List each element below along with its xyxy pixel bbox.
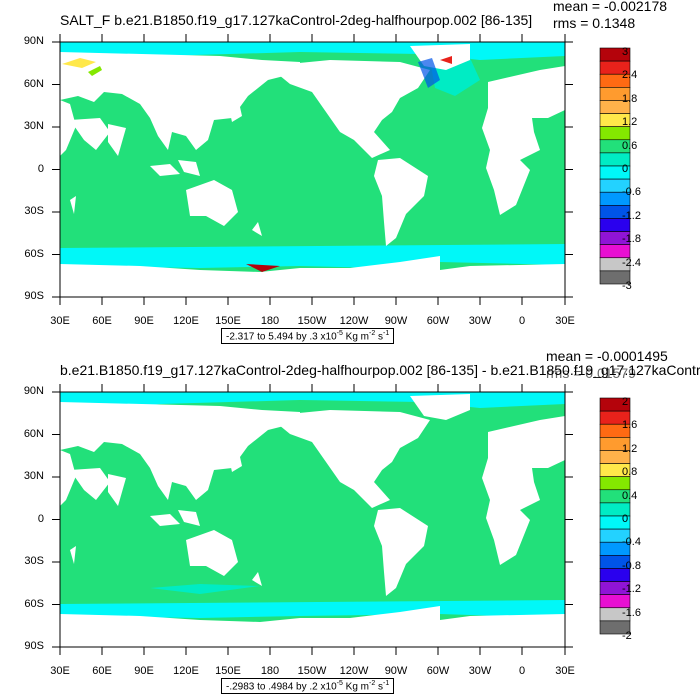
range-text: -.2983 to .4984 by .2 x10 bbox=[226, 681, 337, 693]
panel-salt-flux: SALT_F b.e21.B1850.f19_g17.127kaControl-… bbox=[23, 0, 668, 345]
lon-label: 150E bbox=[215, 315, 241, 327]
panel2-map bbox=[52, 384, 631, 655]
lon-label: 120E bbox=[173, 665, 199, 677]
lat-label: 90S bbox=[24, 640, 44, 652]
lon-label: 180 bbox=[260, 315, 280, 327]
panel2-rms: rms = 0.01579 bbox=[546, 365, 636, 381]
lon-label: 60E bbox=[92, 315, 112, 327]
colorbar-label: -1.2 bbox=[622, 210, 641, 222]
units-s: s bbox=[375, 681, 384, 693]
panel2-colorbar bbox=[599, 397, 631, 635]
range-units: Kg m bbox=[342, 681, 369, 693]
colorbar-label: -2.4 bbox=[622, 257, 641, 269]
panel1-range-box: -2.317 to 5.494 by .3 x10-5 Kg m-2 s-1 bbox=[221, 328, 395, 345]
lon-label: 90W bbox=[384, 665, 408, 677]
colorbar-label: 0 bbox=[622, 513, 629, 525]
lon-label: 120W bbox=[339, 665, 369, 677]
colorbar-label: -1.6 bbox=[622, 607, 641, 619]
lat-label: 30N bbox=[23, 470, 44, 482]
lon-label: 90E bbox=[134, 315, 154, 327]
colorbar-label: 1.6 bbox=[622, 419, 638, 431]
lat-label: 90N bbox=[23, 385, 44, 397]
range-exp: -5 bbox=[336, 680, 343, 687]
lon-label: 150W bbox=[297, 315, 327, 327]
colorbar-label: -1.8 bbox=[622, 233, 641, 245]
lat-label: 60S bbox=[24, 598, 44, 610]
colorbar-label: 3 bbox=[622, 46, 629, 58]
lon-label: 60E bbox=[92, 665, 112, 677]
colorbar-label: 1.8 bbox=[622, 93, 638, 105]
colorbar-label: -1.2 bbox=[622, 583, 641, 595]
panel1-rms: rms = 0.1348 bbox=[553, 15, 636, 31]
colorbar-swatch bbox=[599, 594, 631, 609]
lon-label: 150W bbox=[297, 665, 327, 677]
lon-label: 120W bbox=[339, 315, 369, 327]
panel1-ticks bbox=[52, 34, 573, 305]
colorbar-label: 0.6 bbox=[622, 140, 638, 152]
panel2-title: b.e21.B1850.f19_g17.127kaControl-2deg-ha… bbox=[60, 362, 700, 378]
lat-label: 60N bbox=[23, 428, 44, 440]
range-text: -2.317 to 5.494 by .3 x10 bbox=[226, 331, 337, 343]
colorbar-label: 0.4 bbox=[622, 490, 638, 502]
colorbar-label: 2.4 bbox=[622, 69, 638, 81]
colorbar-swatch bbox=[599, 476, 631, 491]
lon-label: 60W bbox=[426, 665, 450, 677]
colorbar-label: -0.8 bbox=[622, 560, 641, 572]
lat-label: 90N bbox=[23, 35, 44, 47]
colorbar-label: 0 bbox=[622, 163, 629, 175]
units-s: s bbox=[375, 331, 384, 343]
lon-label: 30E bbox=[555, 665, 575, 677]
lon-label: 60W bbox=[426, 315, 450, 327]
colorbar-label: -2 bbox=[622, 630, 632, 642]
colorbar-swatch bbox=[599, 620, 631, 635]
land-masses bbox=[60, 44, 565, 297]
colorbar-swatch bbox=[599, 244, 631, 259]
panel1-mean: mean = -0.002178 bbox=[553, 0, 668, 14]
lat-label: 30N bbox=[23, 120, 44, 132]
units-exp: -1 bbox=[383, 680, 390, 687]
panel-difference: b.e21.B1850.f19_g17.127kaControl-2deg-ha… bbox=[0, 348, 700, 700]
colorbar-label: -0.6 bbox=[622, 186, 641, 198]
panel1-colorbar bbox=[599, 47, 631, 285]
units-exp: -1 bbox=[383, 330, 390, 337]
colorbar-label: 1.2 bbox=[622, 443, 638, 455]
panel1-map bbox=[52, 34, 631, 305]
lon-label: 30E bbox=[50, 315, 70, 327]
arctic-coast-anomaly bbox=[62, 58, 96, 68]
lon-label: 120E bbox=[173, 315, 199, 327]
lat-label: 30S bbox=[24, 555, 44, 567]
panel2-mean: mean = -0.0001495 bbox=[546, 348, 668, 364]
lon-label: 150E bbox=[215, 665, 241, 677]
lat-label: 90S bbox=[24, 290, 44, 302]
colorbar-label: 0.8 bbox=[622, 466, 638, 478]
lat-label: 30S bbox=[24, 205, 44, 217]
colorbar-swatch bbox=[599, 126, 631, 141]
colorbar-label: -0.4 bbox=[622, 536, 641, 548]
range-exp: -5 bbox=[336, 330, 343, 337]
panel1-title: SALT_F b.e21.B1850.f19_g17.127kaControl-… bbox=[60, 12, 533, 28]
lon-label: 30W bbox=[468, 315, 492, 327]
panel2-ticks bbox=[52, 384, 573, 655]
lat-label: 0 bbox=[37, 513, 44, 525]
land-masses bbox=[60, 394, 565, 647]
range-units: Kg m bbox=[342, 331, 369, 343]
units-exp: -2 bbox=[369, 680, 376, 687]
lat-label: 60S bbox=[24, 248, 44, 260]
lon-label: 90E bbox=[134, 665, 154, 677]
colorbar-label: 1.2 bbox=[622, 116, 638, 128]
colorbar-label: -3 bbox=[622, 280, 632, 292]
lon-label: 30E bbox=[50, 665, 70, 677]
units-exp: -2 bbox=[369, 330, 376, 337]
lon-label: 30E bbox=[555, 315, 575, 327]
colorbar-label: 2 bbox=[622, 396, 629, 408]
lat-label: 0 bbox=[37, 163, 44, 175]
lon-label: 180 bbox=[260, 665, 280, 677]
panel2-range-box: -.2983 to .4984 by .2 x10-5 Kg m-2 s-1 bbox=[221, 678, 395, 695]
lat-label: 60N bbox=[23, 78, 44, 90]
lon-label: 30W bbox=[468, 665, 492, 677]
lon-label: 0 bbox=[518, 665, 526, 677]
colorbar-swatch bbox=[599, 270, 631, 285]
lon-label: 90W bbox=[384, 315, 408, 327]
lon-label: 0 bbox=[518, 315, 526, 327]
